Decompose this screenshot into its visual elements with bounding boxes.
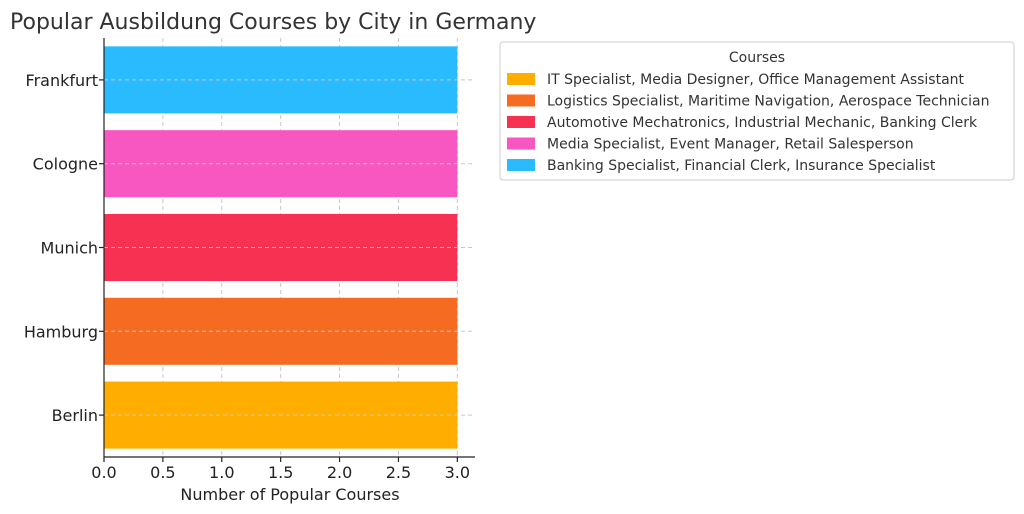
legend-entry-label: Automotive Mechatronics, Industrial Mech… <box>547 115 978 131</box>
legend-entry-label: IT Specialist, Media Designer, Office Ma… <box>547 72 965 88</box>
y-tick-label-hamburg: Hamburg <box>24 322 98 341</box>
legend: Courses IT Specialist, Media Designer, O… <box>499 41 1015 181</box>
legend-entry-label: Media Specialist, Event Manager, Retail … <box>547 137 914 153</box>
y-tick-label-cologne: Cologne <box>33 155 98 174</box>
x-tick-label: 3.0 <box>445 463 470 482</box>
y-tick-label-berlin: Berlin <box>52 406 98 425</box>
legend-swatch <box>507 73 535 85</box>
bars <box>104 46 475 449</box>
x-tick-label: 2.5 <box>386 463 411 482</box>
legend-entries: IT Specialist, Media Designer, Office Ma… <box>507 72 989 174</box>
x-tick-label: 1.5 <box>268 463 293 482</box>
legend-entry-label: Banking Specialist, Financial Clerk, Ins… <box>547 158 936 174</box>
y-tick-label-munich: Munich <box>41 239 98 258</box>
x-tick-labels: 0.0 0.5 1.0 1.5 2.0 2.5 3.0 <box>91 463 470 482</box>
x-tick-label: 1.0 <box>209 463 234 482</box>
axes <box>99 38 475 462</box>
y-tick-label-frankfurt: Frankfurt <box>26 71 98 90</box>
y-tick-labels: Berlin Hamburg Munich Cologne Frankfurt <box>24 71 98 425</box>
legend-swatch <box>507 94 535 107</box>
chart-title: Popular Ausbildung Courses by City in Ge… <box>10 10 536 35</box>
legend-swatch <box>507 137 535 150</box>
legend-title: Courses <box>729 50 785 66</box>
legend-entry-label: Logistics Specialist, Maritime Navigatio… <box>547 94 989 110</box>
x-axis-label: Number of Popular Courses <box>180 485 399 504</box>
x-tick-label: 0.0 <box>91 463 116 482</box>
legend-swatch <box>507 116 535 128</box>
legend-swatch <box>507 159 535 171</box>
x-tick-label: 2.0 <box>327 463 352 482</box>
legend-frame <box>499 41 1015 181</box>
x-tick-label: 0.5 <box>150 463 175 482</box>
